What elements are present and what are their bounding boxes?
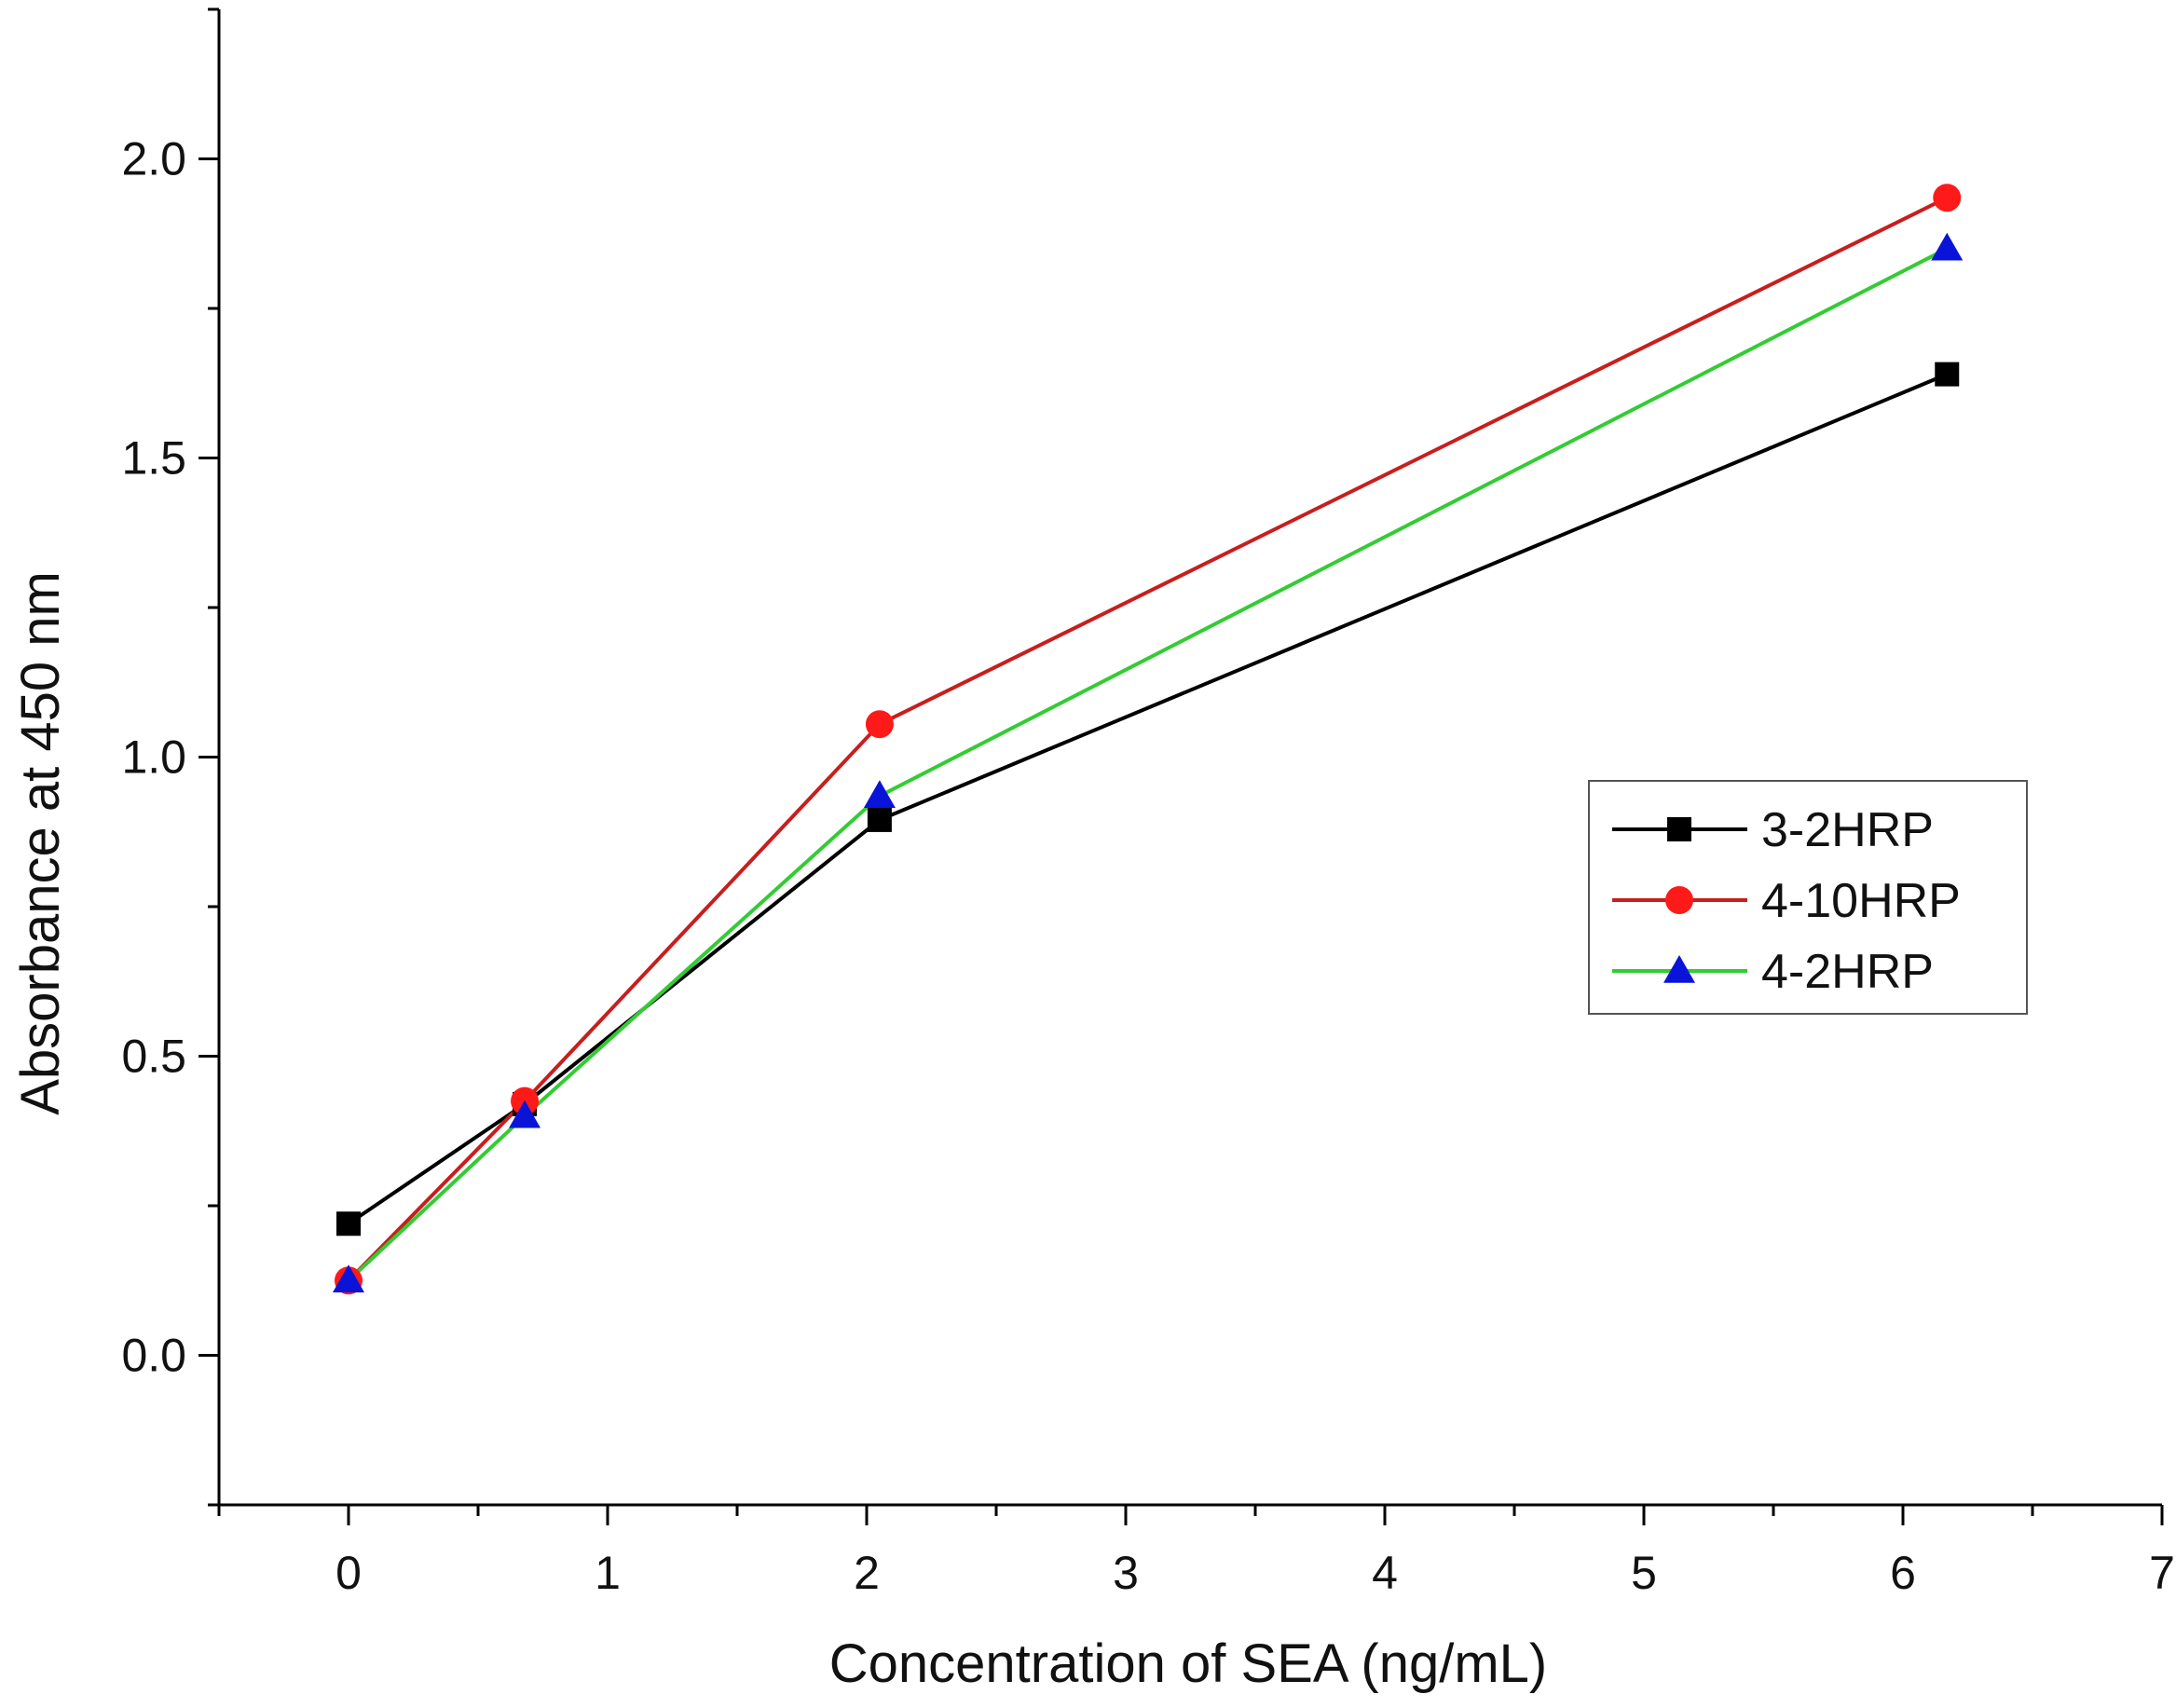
y-tick-label: 0.0 xyxy=(121,1330,186,1382)
data-point-4-10HRP xyxy=(865,710,894,739)
data-point-4-2HRP xyxy=(1931,232,1964,261)
legend-marker xyxy=(1667,817,1691,841)
legend: 3-2HRP 4-10HRP 4-2HRP xyxy=(1588,780,2028,1015)
data-point-3-2HRP xyxy=(336,1211,361,1237)
y-axis-title: Absorbance at 450 nm xyxy=(10,571,71,1115)
x-tick-label: 3 xyxy=(1113,1547,1139,1599)
x-tick-label: 7 xyxy=(2149,1547,2175,1599)
x-tick-label: 1 xyxy=(595,1547,621,1599)
legend-label: 4-2HRP xyxy=(1761,945,1934,999)
x-axis-title: Concentration of SEA (ng/mL) xyxy=(829,1633,1548,1694)
y-tick-label: 1.0 xyxy=(121,731,186,784)
data-point-4-2HRP xyxy=(509,1100,541,1128)
data-point-4-2HRP xyxy=(333,1264,364,1292)
x-tick-label: 5 xyxy=(1631,1547,1657,1599)
x-tick-label: 6 xyxy=(1890,1547,1916,1599)
x-axis-ticks: 0 1 2 3 4 5 6 7 xyxy=(217,1505,2175,1599)
legend-marker xyxy=(1665,886,1693,914)
chart-series xyxy=(333,184,1964,1295)
y-tick-label: 0.5 xyxy=(121,1031,186,1083)
data-point-4-10HRP xyxy=(1933,184,1962,212)
series-line-3-2HRP xyxy=(347,372,1949,1225)
x-tick-label: 0 xyxy=(335,1547,362,1599)
legend-label: 3-2HRP xyxy=(1761,803,1934,857)
y-tick-label: 1.5 xyxy=(121,432,186,485)
legend-marker xyxy=(1663,955,1695,983)
y-axis-ticks: 0.0 0.5 1.0 1.5 2.0 xyxy=(121,7,219,1507)
legend-label: 4-10HRP xyxy=(1761,874,1961,928)
data-point-4-2HRP xyxy=(863,780,896,808)
legend-box xyxy=(1588,780,2028,1015)
x-tick-label: 4 xyxy=(1372,1547,1398,1599)
data-point-3-2HRP xyxy=(1935,362,1960,387)
series-line-4-2HRP xyxy=(347,247,1949,1282)
data-point-3-2HRP xyxy=(867,807,892,832)
y-tick-label: 2.0 xyxy=(121,133,186,185)
series-line-4-10HRP xyxy=(347,196,1949,1282)
x-tick-label: 2 xyxy=(854,1547,880,1599)
